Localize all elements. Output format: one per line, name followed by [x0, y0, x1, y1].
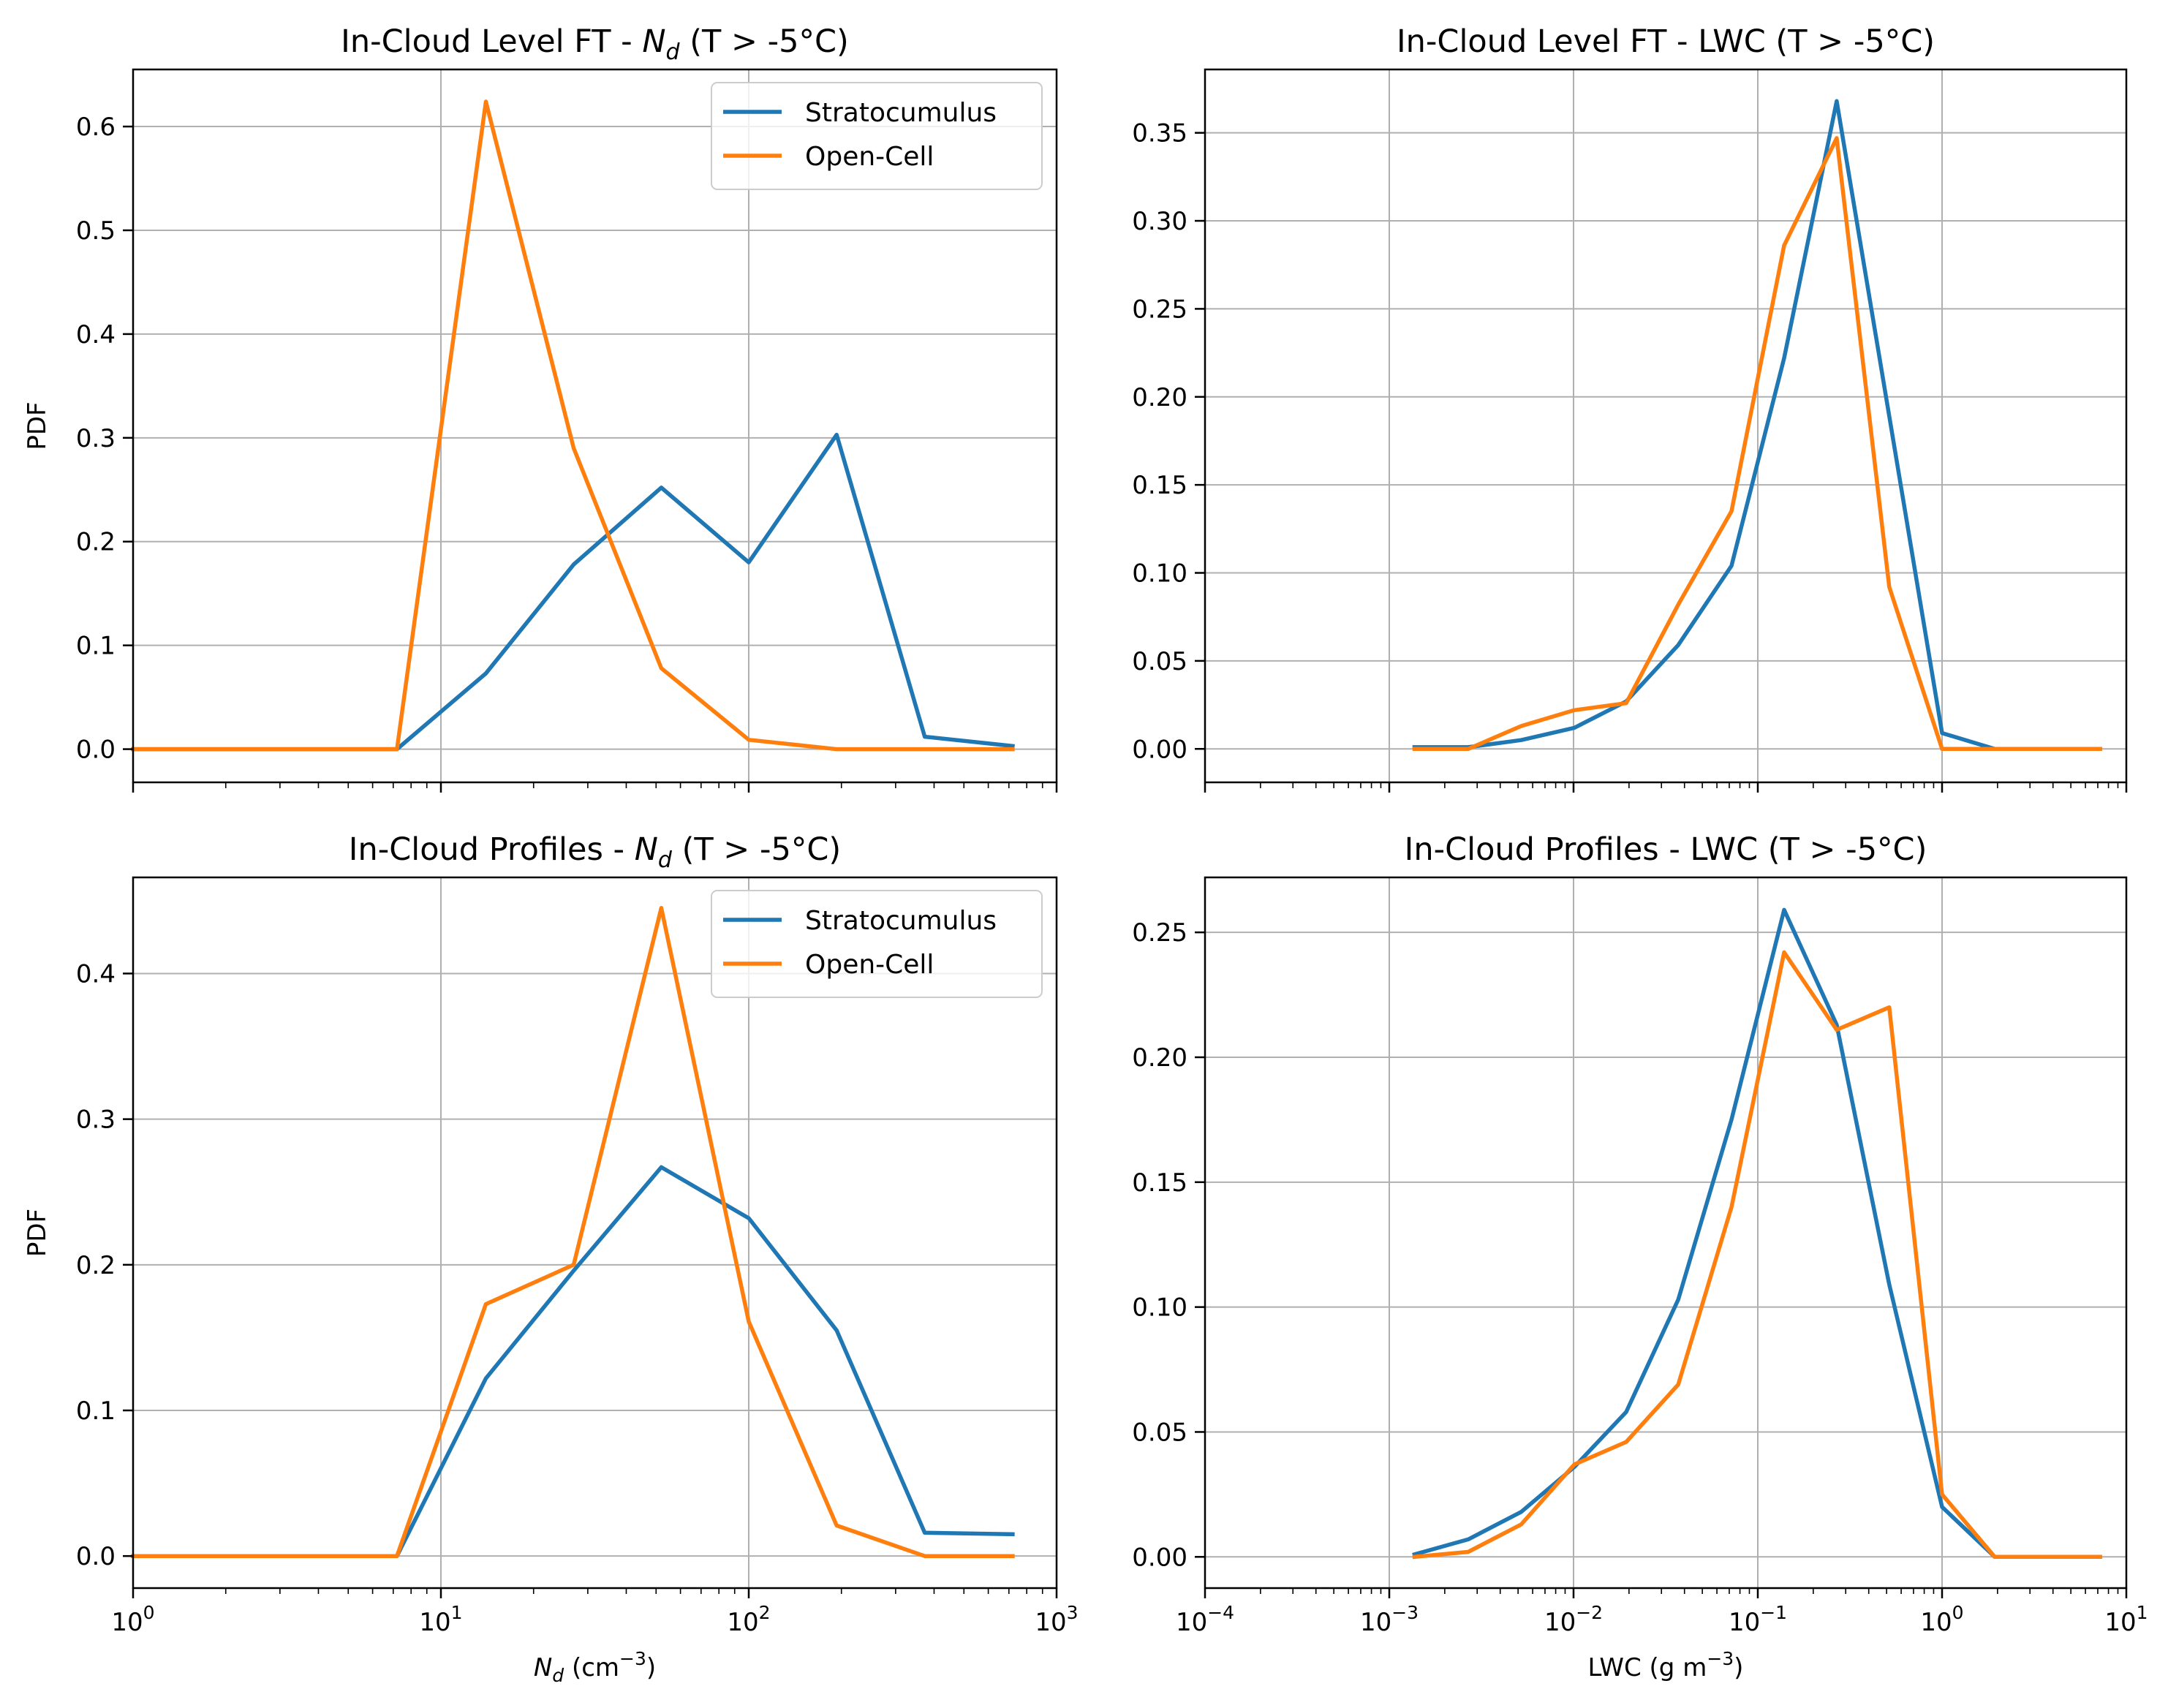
- y-tick-label: 0.35: [1132, 119, 1187, 148]
- y-tick-label: 0.0: [76, 1542, 116, 1571]
- x-tick-label: 101: [419, 1602, 462, 1637]
- y-tick-label: 0.00: [1132, 1543, 1187, 1572]
- y-tick-label: 0.25: [1132, 295, 1187, 324]
- y-tick-label: 0.6: [76, 113, 116, 142]
- subplot-3: 0.0 0.1 0.2 0.3 0.4 100 101 102 103 In-Cloud Prof…: [23, 831, 1079, 1686]
- y-tick-label: 0.15: [1132, 1168, 1187, 1198]
- x-tick-label: 101: [2104, 1602, 2148, 1637]
- x-axis-label: Nd (cm−3): [534, 1648, 656, 1686]
- legend: Stratocumulus Open-Cell: [711, 890, 1043, 998]
- x-tick-label: 10−4: [1176, 1602, 1234, 1637]
- y-tick-label: 0.4: [76, 320, 116, 349]
- y-tick-label: 0.20: [1132, 1043, 1187, 1073]
- subplot-4: 0.00 0.05 0.10 0.15 0.20 0.25 10−4 10−3 10−2 10−1…: [1132, 831, 2148, 1682]
- y-axis-label: PDF: [23, 1209, 52, 1257]
- legend-label: Open-Cell: [805, 950, 934, 980]
- y-tick-label: 0.05: [1132, 647, 1187, 676]
- axes-frame: [132, 68, 1058, 784]
- series-line-stratocumulus: [131, 1165, 1015, 1558]
- series-line-open-cell: [131, 99, 1015, 752]
- y-tick-label: 0.00: [1132, 735, 1187, 764]
- legend-label: Open-Cell: [805, 142, 934, 172]
- legend-label: Stratocumulus: [805, 906, 997, 936]
- legend-box: [711, 82, 1043, 190]
- legend-box: [711, 890, 1043, 998]
- y-tick-label: 0.05: [1132, 1418, 1187, 1447]
- subplot-title: In-Cloud Level FT - LWC (T > -5°C): [1397, 23, 1935, 60]
- y-tick-label: 0.2: [76, 1251, 116, 1280]
- series-line-open-cell: [1412, 950, 2102, 1560]
- legend-label: Stratocumulus: [805, 98, 997, 128]
- axes-frame: [132, 876, 1058, 1590]
- series-line-open-cell: [1412, 136, 2102, 752]
- subplot-title: In-Cloud Profiles - Nd (T > -5°C): [349, 831, 841, 873]
- subplot-title: In-Cloud Profiles - LWC (T > -5°C): [1405, 831, 1927, 868]
- x-tick-label: 102: [727, 1602, 770, 1637]
- y-tick-label: 0.3: [76, 424, 116, 453]
- y-tick-label: 0.3: [76, 1106, 116, 1135]
- series-line-stratocumulus: [131, 432, 1015, 752]
- y-tick-label: 0.25: [1132, 918, 1187, 948]
- x-tick-label: 10−3: [1360, 1602, 1419, 1637]
- series-line-open-cell: [131, 906, 1015, 1558]
- x-axis-label: LWC (g m−3): [1588, 1648, 1744, 1682]
- y-tick-label: 0.30: [1132, 207, 1187, 236]
- y-tick-label: 0.15: [1132, 471, 1187, 500]
- x-tick-label: 100: [111, 1602, 154, 1637]
- y-tick-label: 0.1: [76, 1397, 116, 1426]
- legend: Stratocumulus Open-Cell: [711, 82, 1043, 190]
- y-tick-label: 0.10: [1132, 559, 1187, 589]
- axes-frame: [1204, 68, 2128, 784]
- y-tick-label: 0.10: [1132, 1293, 1187, 1323]
- y-tick-label: 0.5: [76, 216, 116, 246]
- y-tick-label: 0.1: [76, 632, 116, 661]
- subplot-1: 0.0 0.1 0.2 0.3 0.4 0.5 0.6 In-Cloud Level FT -…: [23, 23, 1058, 793]
- y-tick-label: 0.0: [76, 736, 116, 765]
- x-tick-label: 10−1: [1729, 1602, 1787, 1637]
- axes-frame: [1204, 876, 2128, 1590]
- x-tick-label: 10−2: [1544, 1602, 1603, 1637]
- x-tick-label: 100: [1920, 1602, 1963, 1637]
- x-tick-label: 103: [1035, 1602, 1078, 1637]
- y-tick-label: 0.2: [76, 528, 116, 557]
- subplot-2: 0.00 0.05 0.10 0.15 0.20 0.25 0.30 0.35 In-Cloud…: [1132, 23, 2128, 793]
- subplot-title: In-Cloud Level FT - Nd (T > -5°C): [341, 23, 849, 65]
- y-axis-label: PDF: [23, 401, 52, 450]
- series-line-stratocumulus: [1412, 99, 2102, 752]
- y-tick-label: 0.4: [76, 959, 116, 989]
- y-tick-label: 0.20: [1132, 383, 1187, 412]
